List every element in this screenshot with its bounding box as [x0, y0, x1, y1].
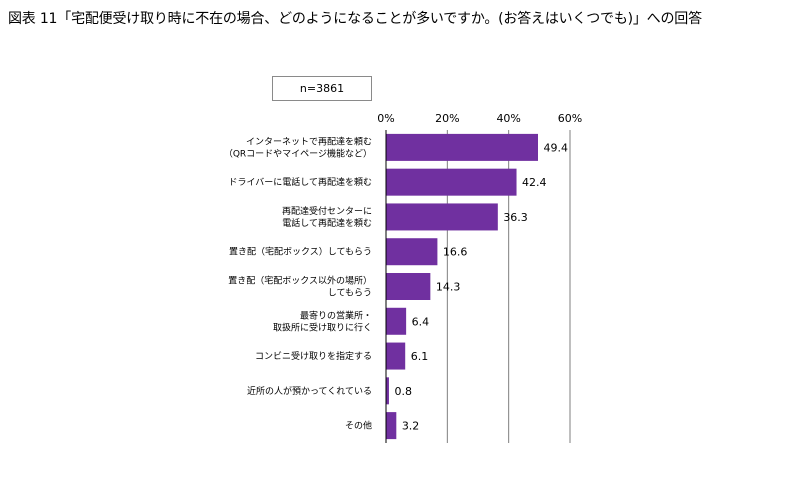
value-label: 14.3 [436, 281, 461, 294]
category-label: 取扱所に受け取りに行く [273, 321, 372, 333]
bar [386, 273, 431, 300]
value-label: 42.4 [522, 176, 547, 189]
bar [386, 133, 538, 161]
value-label: 6.4 [412, 315, 430, 328]
bar [386, 342, 406, 370]
value-label: 16.6 [443, 246, 468, 259]
bar [386, 203, 498, 231]
category-label: インターネットで再配達を頼む [246, 135, 372, 147]
bar [386, 307, 407, 335]
value-label: 49.4 [543, 141, 568, 154]
category-label: その他 [345, 420, 372, 432]
category-label: ドライバーに電話して再配達を頼む [228, 176, 372, 188]
value-label: 0.8 [394, 385, 412, 398]
category-label: コンビニ受け取りを指定する [255, 350, 372, 362]
category-label: 最寄りの営業所・ [300, 309, 372, 321]
chart-title: 図表 11「宅配便受け取り時に不在の場合、どのようになることが多いですか。(お答… [8, 11, 702, 27]
bar-layer [386, 133, 538, 440]
x-tick-label: 40% [496, 112, 520, 125]
category-label: 再配達受付センターに [282, 205, 372, 217]
x-tick-label: 20% [435, 112, 459, 125]
category-label: 電話して再配達を頼む [282, 217, 372, 229]
category-label: 置き配（宅配ボックス）してもらう [229, 246, 372, 258]
category-label: してもらう [328, 288, 372, 299]
label-layer: 0% 20% 40% 60% 49.4 インターネットで再配達を頼む（QRコードやマイペー… [224, 112, 582, 433]
x-tick-label: 60% [558, 112, 582, 125]
bar [386, 168, 517, 196]
bar [386, 238, 438, 266]
bar [386, 377, 389, 405]
category-label: （QRコードやマイページ機能など） [224, 147, 372, 159]
bar [386, 412, 397, 440]
category-label: 近所の人が預かってくれている [247, 385, 372, 397]
value-label: 3.2 [402, 420, 420, 433]
category-label: 置き配（宅配ボックス以外の場所） [228, 275, 372, 287]
sample-size-box: n=3861 [272, 76, 372, 101]
value-label: 36.3 [503, 211, 528, 224]
value-label: 6.1 [411, 350, 429, 363]
x-tick-label: 0% [377, 112, 394, 125]
